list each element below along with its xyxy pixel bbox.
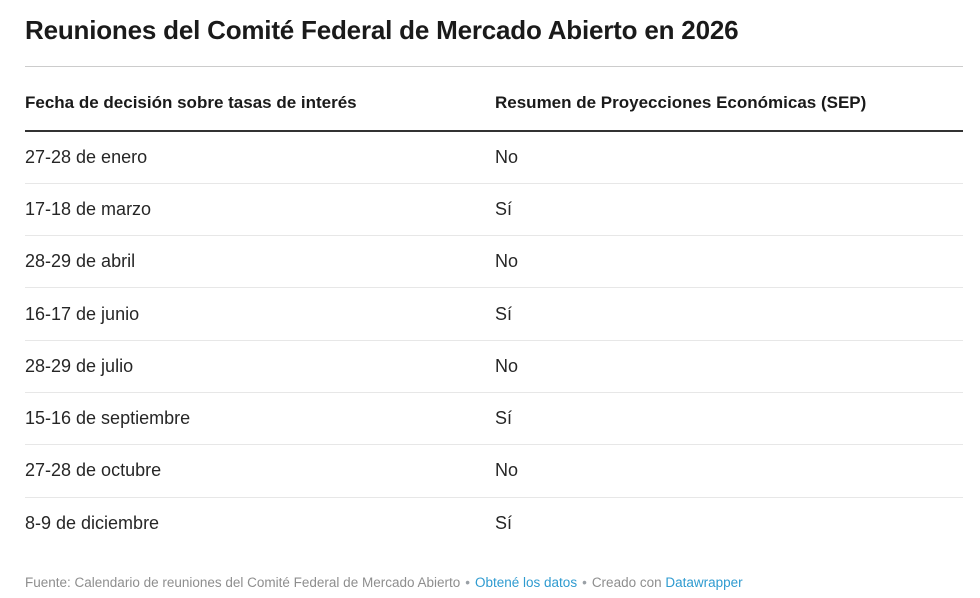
sep-cell: Sí [495,198,513,219]
table-row: 27-28 de enero No [25,132,963,184]
column-header-date: Fecha de decisión sobre tasas de interés [25,93,357,112]
meeting-date-cell: 15-16 de septiembre [25,408,191,429]
table-body: 27-28 de enero No 17-18 de marzo Sí 28-2… [25,132,963,550]
table-row: 27-28 de octubre No [25,445,963,498]
meeting-date-cell: 28-29 de julio [25,355,134,376]
sep-cell: No [495,460,519,481]
table-row: 28-29 de julio No [25,341,963,393]
meeting-date-cell: 27-28 de octubre [25,460,162,481]
meeting-date-cell: 28-29 de abril [25,251,136,272]
created-with-text: Creado con [591,574,662,590]
footer-separator: • [582,574,587,590]
source-text: Fuente: Calendario de reuniones del Comi… [25,574,461,590]
page-title: Reuniones del Comité Federal de Mercado … [25,15,739,45]
table-row: 15-16 de septiembre Sí [25,393,963,446]
fomc-meetings-table: Fecha de decisión sobre tasas de interés… [25,65,963,550]
table-row: 16-17 de junio Sí [25,288,963,341]
sep-cell: Sí [495,513,513,534]
table-header-row: Fecha de decisión sobre tasas de interés… [25,65,963,132]
meeting-date-cell: 27-28 de enero [25,146,148,167]
sep-cell: Sí [495,303,513,324]
meeting-date-cell: 16-17 de junio [25,303,140,324]
sep-cell: No [495,146,519,167]
datawrapper-link[interactable]: Datawrapper [665,574,743,590]
meeting-date-cell: 17-18 de marzo [25,198,152,219]
table-row: 17-18 de marzo Sí [25,184,963,237]
footer-separator: • [465,574,470,590]
sep-cell: No [495,355,519,376]
table-row: 8-9 de diciembre Sí [25,498,963,550]
sep-cell: Sí [495,408,513,429]
get-data-link[interactable]: Obtené los datos [475,574,578,590]
column-header-sep: Resumen de Proyecciones Económicas (SEP) [495,93,867,112]
meeting-date-cell: 8-9 de diciembre [25,513,160,534]
sep-cell: No [495,251,519,272]
chart-footer: Fuente: Calendario de reuniones del Comi… [25,574,963,591]
table-row: 28-29 de abril No [25,236,963,289]
